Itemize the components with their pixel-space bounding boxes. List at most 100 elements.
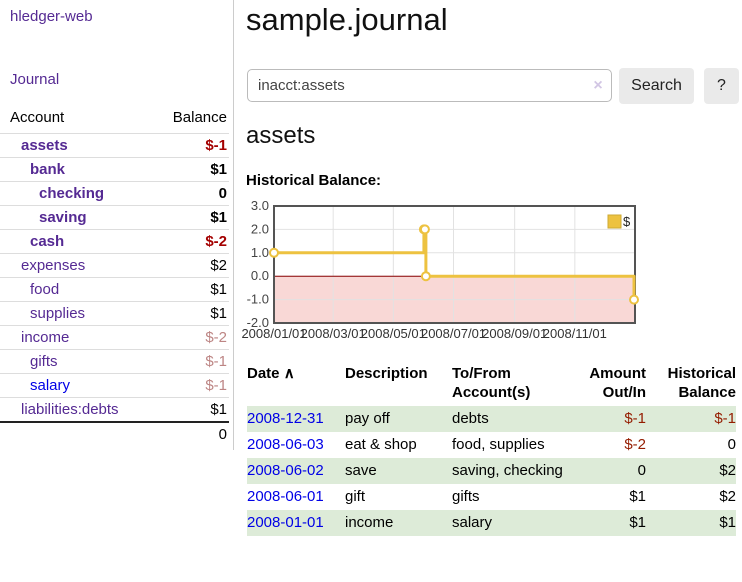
account-link-gifts[interactable]: gifts (30, 353, 58, 370)
svg-text:-1.0: -1.0 (247, 292, 269, 307)
cell-amount: 0 (574, 458, 646, 484)
transaction-date-link[interactable]: 2008-12-31 (247, 410, 324, 427)
sidebar-account-row: liabilities:debts $1 (0, 397, 229, 422)
cell-description: eat & shop (345, 436, 417, 453)
sidebar-account-row: gifts $-1 (0, 349, 229, 374)
cell-amount: $-1 (574, 406, 646, 432)
sidebar-account-row: income $-2 (0, 325, 229, 350)
sidebar-account-row: bank $1 (0, 157, 229, 182)
account-balance: 0 (151, 181, 229, 206)
account-link-bank[interactable]: bank (30, 161, 66, 178)
transaction-date-link[interactable]: 2008-06-03 (247, 436, 324, 453)
cell-date: 2008-06-03 (247, 432, 345, 458)
cell-date: 2008-12-31 (247, 406, 345, 432)
cell-date: 2008-01-01 (247, 510, 345, 536)
account-link-income[interactable]: income (21, 329, 70, 346)
svg-text:2008/11/01: 2008/11/01 (543, 326, 607, 341)
svg-text:2008/03/01: 2008/03/01 (301, 326, 366, 341)
account-balance: $-2 (151, 229, 229, 254)
sidebar-account-row: checking 0 (0, 181, 229, 206)
svg-text:1.0: 1.0 (251, 245, 269, 260)
sidebar-account-row: expenses $2 (0, 253, 229, 278)
cell-description: pay off (345, 406, 452, 432)
svg-text:2.0: 2.0 (251, 221, 269, 236)
svg-text:2008/07/01: 2008/07/01 (421, 326, 486, 341)
cell-accounts: debts (452, 406, 574, 432)
sidebar-account-row: food $1 (0, 277, 229, 302)
account-link-assets[interactable]: assets (21, 137, 68, 154)
cell-date: 2008-06-02 (247, 458, 345, 484)
accounts-total-row: 0 (0, 421, 229, 446)
help-button[interactable]: ? (704, 68, 739, 104)
svg-text:-2.0: -2.0 (247, 315, 269, 330)
col-description: Description (345, 365, 428, 382)
account-balance: $1 (151, 397, 229, 422)
svg-text:3.0: 3.0 (251, 198, 269, 213)
account-balance: $1 (151, 301, 229, 326)
cell-balance: 0 (727, 436, 736, 453)
svg-text:0.0: 0.0 (251, 268, 269, 283)
col-amount: Amount Out/In (589, 365, 646, 401)
brand-link[interactable]: hledger-web (10, 8, 93, 25)
account-heading: assets (246, 122, 316, 149)
cell-description: save (345, 458, 452, 484)
transaction-date-link[interactable]: 2008-06-01 (247, 488, 324, 505)
cell-date: 2008-06-01 (247, 484, 345, 510)
transaction-date-link[interactable]: 2008-06-02 (247, 462, 324, 479)
clear-search-icon[interactable]: × (593, 77, 603, 94)
search-button[interactable]: Search (619, 68, 694, 104)
account-balance: $1 (151, 157, 229, 182)
accounts-header-row: Account Balance (0, 106, 229, 134)
account-balance: $-2 (151, 325, 229, 350)
account-link-supplies[interactable]: supplies (30, 305, 86, 322)
sort-asc-icon: ∧ (283, 365, 295, 382)
account-link-checking[interactable]: checking (39, 185, 105, 202)
cell-balance: $2 (719, 488, 736, 505)
historical-balance-chart: $3.0 2.0 1.0 0.0 -1.0 -2.0 2008/01/01 2008/03/0… (240, 196, 660, 348)
accounts-total-value: 0 (151, 421, 229, 446)
account-link-liabilities-debts[interactable]: liabilities:debts (21, 401, 119, 418)
accounts-header-balance: Balance (172, 109, 227, 126)
chart-title: Historical Balance: (246, 172, 382, 189)
accounts-table: Account Balance assets $-1 bank $1 checking 0… (0, 106, 229, 446)
cell-accounts: food, supplies (452, 436, 545, 453)
account-balance: $-1 (151, 373, 229, 398)
register-table: Date ∧ Description To/From Account(s) Am… (247, 360, 736, 536)
nav-journal-link[interactable]: Journal (10, 71, 60, 88)
cell-description: gift (345, 488, 366, 505)
cell-amount: $-2 (624, 436, 646, 453)
cell-accounts: gifts (452, 488, 480, 505)
page-title: sample.journal (246, 2, 448, 37)
account-balance: $1 (151, 205, 229, 230)
cell-balance: $1 (646, 510, 736, 536)
account-link-expenses[interactable]: expenses (21, 257, 86, 274)
accounts-header-account: Account (10, 109, 65, 126)
account-link-food[interactable]: food (30, 281, 60, 298)
transaction-row: 2008-01-01 income salary $1 $1 (247, 510, 736, 536)
svg-text:2008/01/01: 2008/01/01 (241, 326, 306, 341)
search-input[interactable] (247, 69, 612, 102)
transaction-row: 2008-06-03 eat & shop food, supplies $-2 0 (247, 432, 736, 458)
transaction-date-link[interactable]: 2008-01-01 (247, 514, 324, 531)
sidebar-account-row: assets $-1 (0, 133, 229, 158)
account-link-salary[interactable]: salary (30, 377, 71, 394)
transaction-row: 2008-06-02 save saving, checking 0 $2 (247, 458, 736, 484)
sidebar-account-row: salary $-1 (0, 373, 229, 398)
account-balance: $-1 (151, 349, 229, 374)
svg-text:$: $ (623, 214, 631, 229)
sidebar-account-row: supplies $1 (0, 301, 229, 326)
account-balance: $2 (151, 253, 229, 278)
account-link-saving[interactable]: saving (39, 209, 87, 226)
transaction-row: 2008-12-31 pay off debts $-1 $-1 (247, 406, 736, 432)
sidebar-account-row: saving $1 (0, 205, 229, 230)
account-link-cash[interactable]: cash (30, 233, 65, 250)
cell-amount: $1 (574, 510, 646, 536)
account-balance: $1 (151, 277, 229, 302)
cell-amount: $1 (629, 488, 646, 505)
sidebar-divider (233, 0, 234, 450)
transaction-row: 2008-06-01 gift gifts $1 $2 (247, 484, 736, 510)
col-balance: Historical Balance (667, 365, 736, 401)
cell-accounts: saving, checking (452, 458, 574, 484)
col-accounts: To/From Account(s) (452, 365, 531, 401)
